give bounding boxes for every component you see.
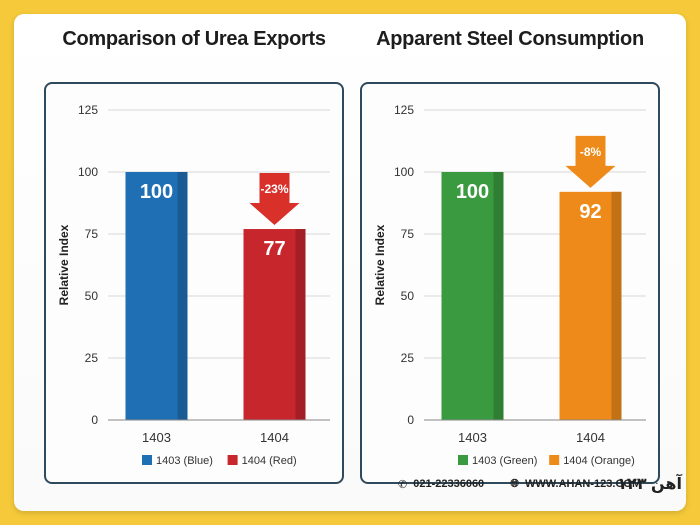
- legend-swatch: [458, 455, 468, 465]
- footer-contact: ✆ 021-22336060 🌐︎ WWW.AHAN-123.COM: [398, 474, 641, 494]
- bar-value-label: 92: [579, 201, 601, 223]
- brand-logo: آهن ۱۲۳: [612, 468, 682, 500]
- y-tick-label: 100: [394, 165, 414, 179]
- x-tick-label: 1404: [260, 430, 289, 445]
- bar-1403: [125, 172, 188, 420]
- chart-panel-urea: 0 25 50 75 100 125 Relative Index 100 1403 77 1404…: [44, 82, 344, 484]
- globe-icon: 🌐︎: [510, 477, 519, 490]
- bar-shade: [177, 172, 188, 420]
- bar-value-label: 100: [140, 181, 173, 203]
- y-tick-label: 25: [401, 351, 415, 365]
- y-tick-label: 75: [401, 227, 415, 241]
- bar-1403: [441, 172, 504, 420]
- y-tick-label: 75: [85, 227, 99, 241]
- x-tick-label: 1403: [142, 430, 171, 445]
- footer-phone[interactable]: 021-22336060: [413, 478, 485, 490]
- legend-swatch: [142, 455, 152, 465]
- y-tick-label: 125: [394, 103, 414, 117]
- y-tick-label: 0: [407, 413, 414, 427]
- legend-label: 1403 (Blue): [156, 455, 213, 467]
- bar-value-label: 77: [263, 238, 285, 260]
- y-tick-label: 50: [85, 289, 99, 303]
- chart-panel-steel: 0 25 50 75 100 125 Relative Index 100 1403 92 1404…: [360, 82, 660, 484]
- y-tick-label: 100: [78, 165, 98, 179]
- legend-swatch: [227, 455, 238, 465]
- brand-logo-text: آهن ۱۲۳: [617, 476, 682, 493]
- bar-1404: [243, 229, 306, 420]
- chart-title-steel: Apparent Steel Consumption: [376, 28, 644, 50]
- y-tick-label: 125: [78, 103, 98, 117]
- bar-shade: [493, 172, 504, 420]
- x-tick-label: 1404: [576, 430, 605, 445]
- change-annotation: -23%: [260, 182, 288, 196]
- y-tick-label: 50: [401, 289, 415, 303]
- legend-label: 1404 (Red): [242, 455, 297, 467]
- chart-steel-consumption: 0 25 50 75 100 125 Relative Index 100 1403 92 1404…: [373, 103, 646, 467]
- bar-value-label: 100: [456, 181, 489, 203]
- chart-urea-exports: 0 25 50 75 100 125 Relative Index 100 1403 77 1404…: [57, 103, 330, 467]
- y-axis-label: Relative Index: [373, 224, 387, 305]
- bar-1404: [559, 191, 622, 420]
- y-tick-label: 25: [85, 351, 99, 365]
- legend-label: 1403 (Green): [472, 455, 537, 467]
- legend-label: 1404 (Orange): [563, 455, 635, 467]
- x-tick-label: 1403: [458, 430, 487, 445]
- change-annotation: -8%: [580, 145, 602, 159]
- bar-shade: [611, 191, 622, 420]
- y-tick-label: 0: [91, 413, 98, 427]
- decrease-arrow-icon: [565, 135, 616, 188]
- footer-website[interactable]: WWW.AHAN-123.COM: [525, 478, 642, 490]
- chart-title-urea: Comparison of Urea Exports: [62, 28, 326, 50]
- bar-shade: [295, 229, 306, 420]
- phone-icon: ✆: [398, 478, 408, 491]
- legend-swatch: [549, 455, 560, 465]
- y-axis-label: Relative Index: [57, 224, 71, 305]
- decrease-arrow-icon: [249, 173, 300, 226]
